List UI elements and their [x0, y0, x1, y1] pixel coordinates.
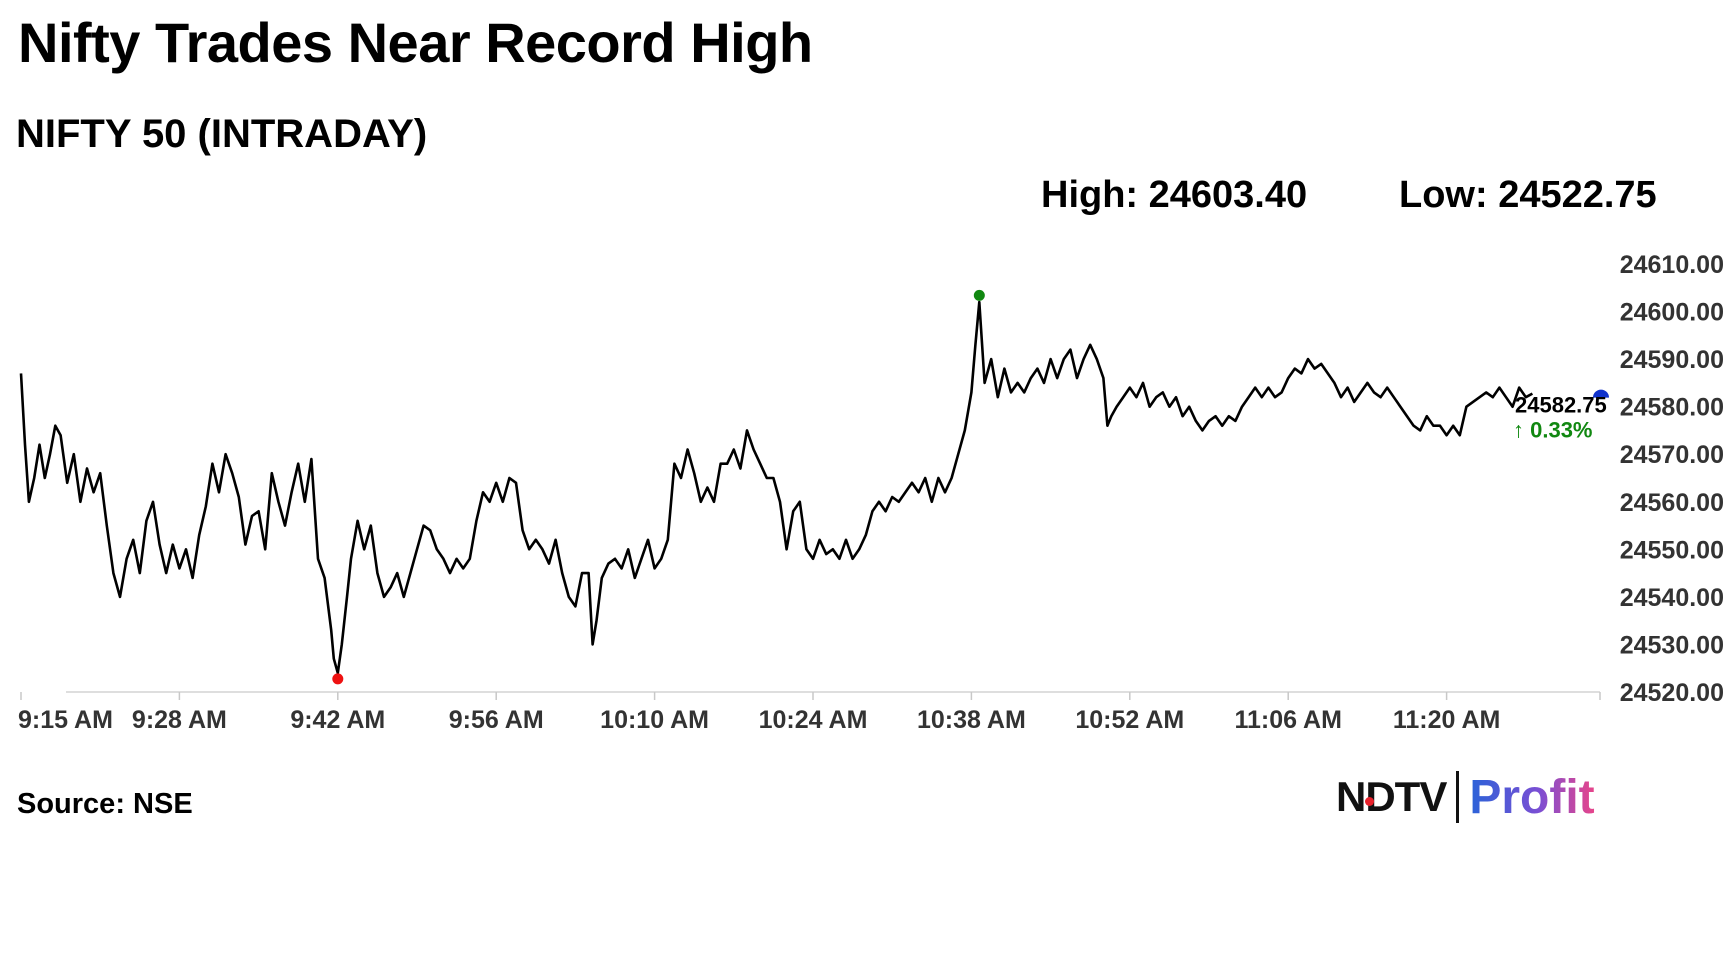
x-tick-label: 10:24 AM: [759, 706, 868, 734]
x-tick-label: 11:06 AM: [1234, 706, 1341, 734]
y-tick-label: 24560.00: [1620, 489, 1724, 517]
x-tick-label: 10:38 AM: [917, 706, 1026, 734]
x-tick-label: 9:15 AM: [18, 706, 113, 734]
x-axis-ticks: 9:15 AM 9:28 AM 9:42 AM 9:56 AM 10:10 AM 10:2…: [18, 692, 1601, 734]
y-tick-label: 24580.00: [1620, 394, 1724, 422]
low-point-marker: [332, 673, 344, 685]
change-label: ↑ 0.33%: [1513, 418, 1593, 443]
low-stat: Low: 24522.75: [1399, 174, 1657, 216]
x-tick-label: 10:10 AM: [600, 706, 709, 734]
y-axis-ticks: 24520.00 24530.00 24540.00 24550.00 24560.00…: [1620, 251, 1724, 707]
current-value-marker: [1593, 389, 1609, 398]
y-tick-label: 24570.00: [1620, 441, 1724, 469]
y-tick-label: 24590.00: [1620, 346, 1724, 374]
y-tick-label: 24610.00: [1620, 251, 1724, 279]
y-tick-label: 24550.00: [1620, 536, 1724, 564]
chart-subtitle: NIFTY 50 (INTRADAY): [16, 112, 428, 156]
last-value-label: 24582.75: [1515, 393, 1607, 418]
y-tick-label: 24520.00: [1620, 679, 1724, 707]
brand-profit: Profit: [1469, 770, 1595, 824]
x-tick-label: 11:20 AM: [1393, 706, 1500, 734]
high-stat: High: 24603.40: [1041, 174, 1308, 216]
x-tick-label: 9:56 AM: [449, 706, 544, 734]
y-tick-label: 24600.00: [1620, 299, 1724, 327]
high-point-marker: [973, 289, 985, 301]
brand-ndtv: NDTV: [1336, 773, 1447, 820]
x-tick-label: 9:42 AM: [290, 706, 385, 734]
source-note: Source: NSE: [17, 788, 193, 820]
y-tick-label: 24530.00: [1620, 631, 1724, 659]
chart-title: Nifty Trades Near Record High: [18, 11, 813, 74]
brand-logo: NDTV Profit: [1336, 768, 1595, 826]
x-tick-label: 10:52 AM: [1075, 706, 1184, 734]
x-tick-label: 9:28 AM: [132, 706, 227, 734]
series-line: [19, 300, 1534, 675]
brand-divider: [1456, 771, 1460, 823]
y-tick-label: 24540.00: [1620, 584, 1724, 612]
